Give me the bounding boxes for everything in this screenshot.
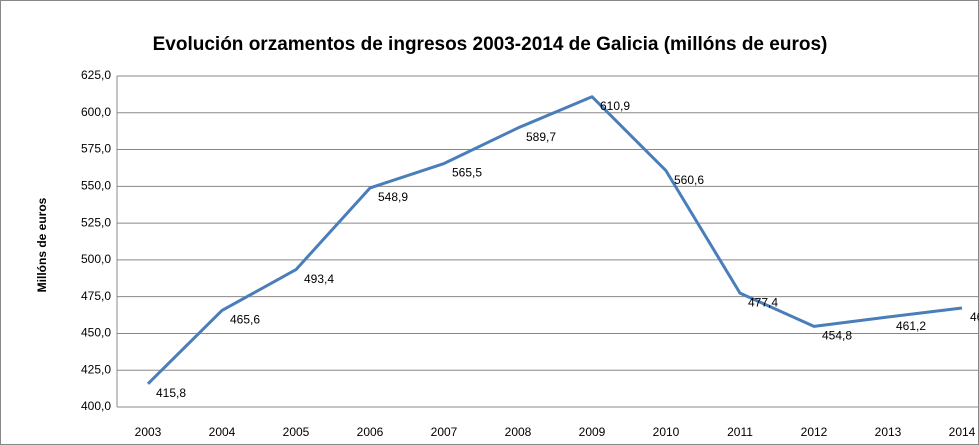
data-label: 461,2 [896,319,926,333]
x-tick-label: 2013 [875,425,902,439]
y-tick-label: 625,0 [81,68,111,82]
y-tick-label: 450,0 [81,326,111,340]
y-tick-label: 475,0 [81,289,111,303]
x-tick-label: 2014 [949,425,976,439]
y-tick-label: 500,0 [81,252,111,266]
data-label: 589,7 [526,130,556,144]
y-tick-label: 425,0 [81,362,111,376]
x-tick-label: 2003 [135,425,162,439]
x-tick-label: 2011 [727,425,753,439]
y-tick-label: 550,0 [81,179,111,193]
data-label: 415,8 [156,386,186,400]
data-label: 565,5 [452,166,482,180]
y-tick-label: 400,0 [81,399,111,413]
x-tick-label: 2006 [357,425,384,439]
data-label: 548,9 [378,190,408,204]
data-line [146,95,963,385]
data-label: 477,4 [748,295,778,309]
y-tick-label: 525,0 [81,215,111,229]
data-label: 560,6 [674,173,704,187]
chart-title: Evolución orzamentos de ingresos 2003-20… [153,34,828,55]
data-label: 493,4 [304,272,334,286]
x-tick-label: 2010 [653,425,680,439]
data-label: 454,8 [822,329,852,343]
data-label: 465,6 [230,313,260,327]
y-tick-label: 600,0 [81,105,111,119]
y-axis-label: Millóns de euros [35,197,49,292]
data-label: 610,9 [600,99,630,113]
y-tick-label: 575,0 [81,142,111,156]
data-label: 467,3 [970,310,979,324]
x-tick-label: 2007 [431,425,458,439]
x-tick-label: 2012 [801,425,828,439]
x-tick-label: 2009 [579,425,606,439]
x-tick-label: 2004 [209,425,236,439]
x-tick-label: 2005 [283,425,310,439]
x-tick-label: 2008 [505,425,532,439]
